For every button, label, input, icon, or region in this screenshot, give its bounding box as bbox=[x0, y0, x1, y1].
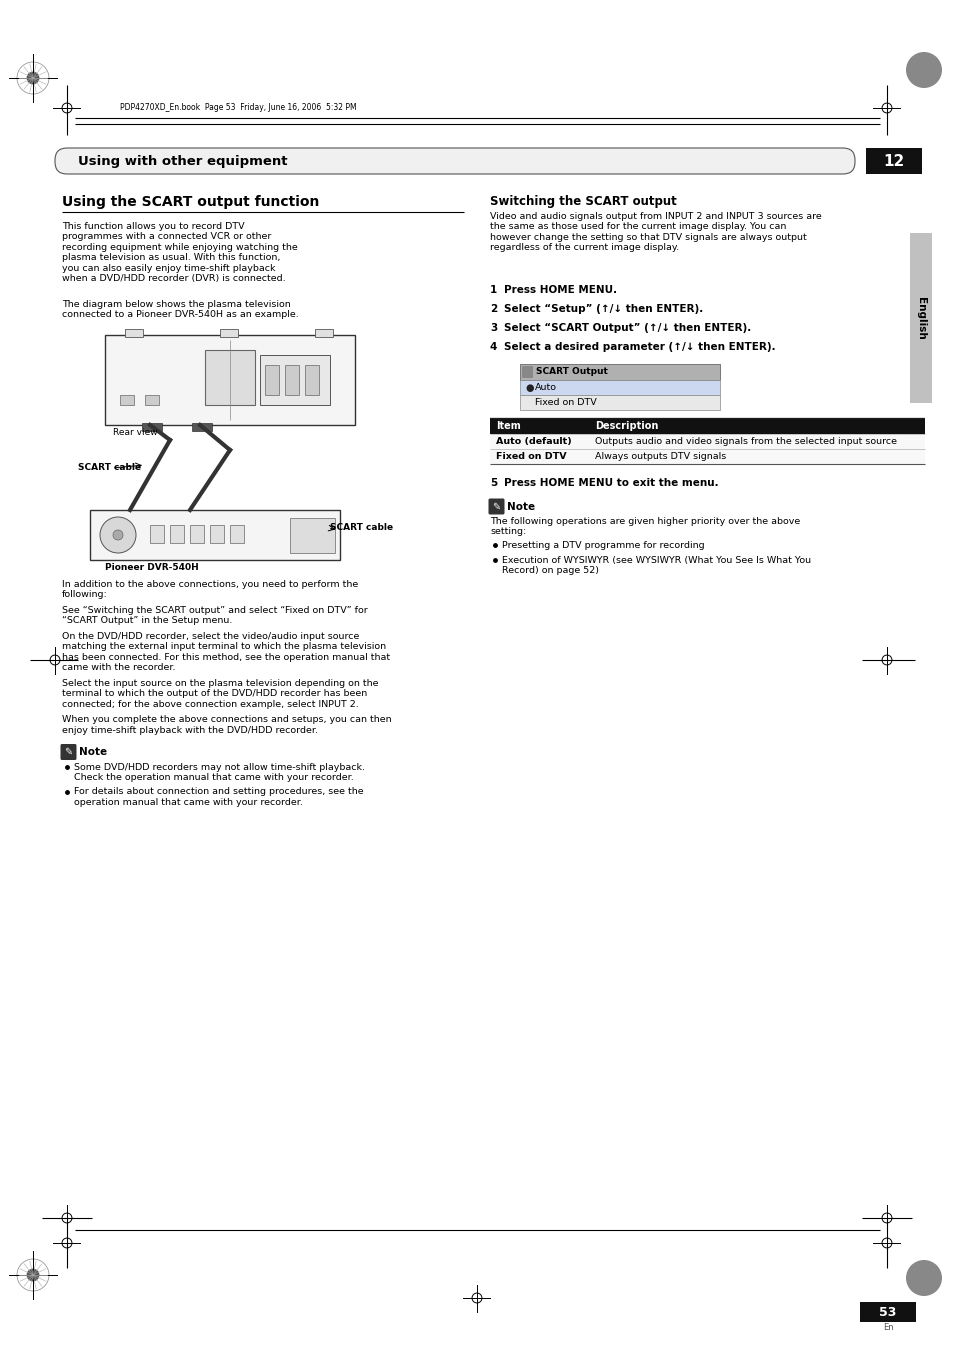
FancyBboxPatch shape bbox=[521, 366, 533, 378]
Text: When you complete the above connections and setups, you can then
enjoy time-shif: When you complete the above connections … bbox=[62, 716, 392, 735]
Circle shape bbox=[100, 517, 136, 553]
Text: Using with other equipment: Using with other equipment bbox=[78, 154, 287, 168]
Text: Press HOME MENU to exit the menu.: Press HOME MENU to exit the menu. bbox=[503, 478, 718, 488]
Bar bbox=[220, 330, 237, 336]
Text: 4: 4 bbox=[490, 342, 497, 353]
Text: Using the SCART output function: Using the SCART output function bbox=[62, 195, 319, 209]
Bar bbox=[865, 149, 921, 174]
Text: Video and audio signals output from INPUT 2 and INPUT 3 sources are
the same as : Video and audio signals output from INPU… bbox=[490, 212, 821, 253]
Text: Item: Item bbox=[496, 422, 520, 431]
Text: The diagram below shows the plasma television
connected to a Pioneer DVR-540H as: The diagram below shows the plasma telev… bbox=[62, 300, 298, 319]
Text: Switching the SCART output: Switching the SCART output bbox=[490, 195, 676, 208]
Bar bbox=[192, 423, 212, 431]
Bar bbox=[260, 355, 330, 405]
Text: Description: Description bbox=[595, 422, 658, 431]
Bar bbox=[120, 394, 133, 405]
Bar bbox=[859, 1302, 915, 1323]
Text: In addition to the above connections, you need to perform the
following:: In addition to the above connections, yo… bbox=[62, 580, 358, 600]
Text: En: En bbox=[882, 1324, 892, 1332]
Bar bbox=[314, 330, 333, 336]
Bar bbox=[490, 449, 924, 463]
Bar bbox=[519, 394, 720, 409]
Bar bbox=[105, 335, 355, 426]
Text: Select “SCART Output” (↑/↓ then ENTER).: Select “SCART Output” (↑/↓ then ENTER). bbox=[503, 323, 750, 332]
Text: Select a desired parameter (↑/↓ then ENTER).: Select a desired parameter (↑/↓ then ENT… bbox=[503, 342, 775, 353]
Bar bbox=[490, 434, 924, 449]
Bar bbox=[519, 380, 720, 394]
Text: For details about connection and setting procedures, see the
operation manual th: For details about connection and setting… bbox=[74, 788, 363, 807]
Bar bbox=[290, 517, 335, 553]
Text: 2: 2 bbox=[490, 304, 497, 313]
Circle shape bbox=[27, 72, 39, 84]
Text: English: English bbox=[915, 297, 925, 339]
Text: SCART Output: SCART Output bbox=[536, 367, 607, 377]
Text: SCART cable: SCART cable bbox=[78, 463, 141, 473]
Circle shape bbox=[112, 530, 123, 540]
Text: 53: 53 bbox=[879, 1305, 896, 1319]
Text: 12: 12 bbox=[882, 154, 903, 169]
Bar bbox=[190, 526, 204, 543]
Text: Fixed on DTV: Fixed on DTV bbox=[496, 453, 566, 461]
Text: Execution of WYSIWYR (see WYSIWYR (What You See Is What You
Record) on page 52): Execution of WYSIWYR (see WYSIWYR (What … bbox=[501, 555, 810, 576]
Text: 1: 1 bbox=[490, 285, 497, 295]
Text: Outputs audio and video signals from the selected input source: Outputs audio and video signals from the… bbox=[595, 436, 896, 446]
Text: SCART cable: SCART cable bbox=[330, 523, 393, 532]
Text: 3: 3 bbox=[490, 323, 497, 332]
Text: ✎: ✎ bbox=[492, 501, 500, 512]
Text: This function allows you to record DTV
programmes with a connected VCR or other
: This function allows you to record DTV p… bbox=[62, 222, 297, 282]
Text: Some DVD/HDD recorders may not allow time-shift playback.
Check the operation ma: Some DVD/HDD recorders may not allow tim… bbox=[74, 762, 365, 782]
Text: Rear view: Rear view bbox=[112, 428, 157, 436]
Text: Pioneer DVR-540H: Pioneer DVR-540H bbox=[105, 563, 198, 571]
Text: Select the input source on the plasma television depending on the
terminal to wh: Select the input source on the plasma te… bbox=[62, 680, 378, 709]
Bar bbox=[210, 526, 224, 543]
Text: Note: Note bbox=[506, 501, 535, 512]
Text: The following operations are given higher priority over the above
setting:: The following operations are given highe… bbox=[490, 517, 800, 536]
Text: Presetting a DTV programme for recording: Presetting a DTV programme for recording bbox=[501, 540, 704, 550]
Bar bbox=[125, 330, 143, 336]
Bar bbox=[170, 526, 184, 543]
Bar bbox=[145, 394, 159, 405]
Text: ✎: ✎ bbox=[65, 747, 72, 757]
FancyBboxPatch shape bbox=[55, 149, 854, 174]
Bar bbox=[305, 365, 318, 394]
Bar bbox=[90, 509, 339, 561]
Bar bbox=[142, 423, 162, 431]
Text: ●: ● bbox=[524, 382, 533, 393]
Bar bbox=[265, 365, 278, 394]
Circle shape bbox=[27, 1269, 39, 1281]
Text: Note: Note bbox=[79, 747, 107, 757]
Bar bbox=[205, 350, 254, 405]
Text: 5: 5 bbox=[490, 478, 497, 488]
FancyBboxPatch shape bbox=[488, 499, 504, 515]
Bar bbox=[490, 417, 924, 434]
FancyBboxPatch shape bbox=[60, 744, 76, 761]
Text: Auto (default): Auto (default) bbox=[496, 436, 571, 446]
Text: On the DVD/HDD recorder, select the video/audio input source
matching the extern: On the DVD/HDD recorder, select the vide… bbox=[62, 632, 390, 673]
Bar bbox=[519, 363, 720, 380]
Text: Fixed on DTV: Fixed on DTV bbox=[535, 399, 597, 407]
Bar bbox=[285, 365, 298, 394]
Text: Select “Setup” (↑/↓ then ENTER).: Select “Setup” (↑/↓ then ENTER). bbox=[503, 304, 702, 313]
Text: Press HOME MENU.: Press HOME MENU. bbox=[503, 285, 617, 295]
Circle shape bbox=[905, 51, 941, 88]
Bar bbox=[230, 526, 244, 543]
Circle shape bbox=[905, 1260, 941, 1296]
Text: Auto: Auto bbox=[535, 382, 557, 392]
Bar bbox=[150, 526, 164, 543]
Text: Always outputs DTV signals: Always outputs DTV signals bbox=[595, 453, 725, 461]
Text: PDP4270XD_En.book  Page 53  Friday, June 16, 2006  5:32 PM: PDP4270XD_En.book Page 53 Friday, June 1… bbox=[120, 104, 356, 112]
Text: See “Switching the SCART output” and select “Fixed on DTV” for
“SCART Output” in: See “Switching the SCART output” and sel… bbox=[62, 607, 367, 626]
Bar bbox=[909, 232, 931, 403]
